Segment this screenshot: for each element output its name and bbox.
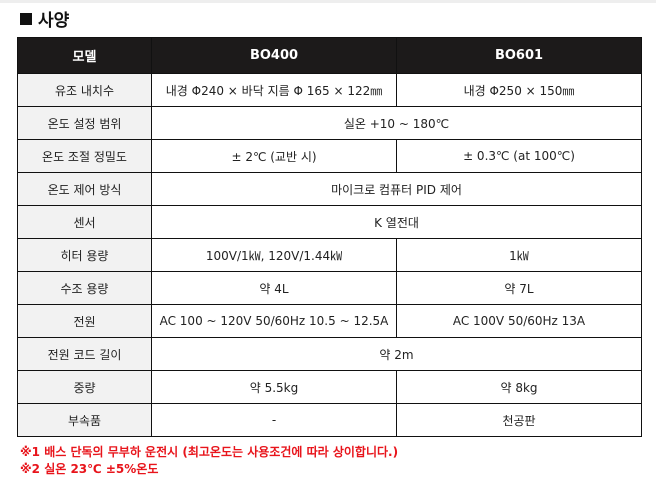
row-value: 약 5.5kg xyxy=(151,370,397,404)
table-row: 히터 용량 100V/1㎾, 120V/1.44㎾ 1㎾ xyxy=(17,238,642,272)
table-row: 센서 K 열전대 xyxy=(17,205,642,239)
row-value: 100V/1㎾, 120V/1.44㎾ xyxy=(151,238,397,272)
row-value: 약 7L xyxy=(396,271,642,305)
row-value: 약 8kg xyxy=(396,370,642,404)
footnotes: ※1 배스 단독의 무부하 운전시 (최고온도는 사용조건에 따라 상이합니다.… xyxy=(20,444,398,478)
row-value: 약 2m xyxy=(151,337,642,371)
footnote-1: ※1 배스 단독의 무부하 운전시 (최고온도는 사용조건에 따라 상이합니다.… xyxy=(20,445,399,459)
row-label: 전원 코드 길이 xyxy=(17,337,152,371)
row-label: 히터 용량 xyxy=(17,238,152,272)
row-value: 마이크로 컴퓨터 PID 제어 xyxy=(151,172,642,206)
table-row: 중량 약 5.5kg 약 8kg xyxy=(17,370,642,404)
row-label: 온도 제어 방식 xyxy=(17,172,152,206)
row-label: 중량 xyxy=(17,370,152,404)
table-row: 전원 AC 100 ~ 120V 50/60Hz 10.5 ~ 12.5A AC 1… xyxy=(17,304,642,338)
table-row: 유조 내치수 내경 Φ240 × 바닥 지름 Φ 165 × 122㎜ 내경 Φ25… xyxy=(17,73,642,107)
row-value: ± 0.3℃ (at 100℃) xyxy=(396,139,642,173)
row-label: 수조 용량 xyxy=(17,271,152,305)
section-title-text: 사양 xyxy=(38,11,70,31)
table-row: 전원 코드 길이 약 2m xyxy=(17,337,642,371)
row-value: 내경 Φ250 × 150㎜ xyxy=(396,73,642,107)
row-value: 실온 +10 ~ 180℃ xyxy=(151,106,642,140)
row-value: - xyxy=(151,403,397,437)
row-value: ± 2℃ (교반 시) xyxy=(151,139,397,173)
table-row: 온도 설정 범위 실온 +10 ~ 180℃ xyxy=(17,106,642,140)
footnote-2: ※2 실온 23℃ ±5%온도 xyxy=(20,462,159,476)
row-value: 천공판 xyxy=(396,403,642,437)
row-value: 약 4L xyxy=(151,271,397,305)
table-row: 온도 제어 방식 마이크로 컴퓨터 PID 제어 xyxy=(17,172,642,206)
spec-table: 모델 BO400 BO601 유조 내치수 내경 Φ240 × 바닥 지름 Φ 1… xyxy=(17,37,642,437)
row-value: AC 100 ~ 120V 50/60Hz 10.5 ~ 12.5A xyxy=(151,304,397,338)
header-bo601: BO601 xyxy=(396,37,642,74)
table-header-row: 모델 BO400 BO601 xyxy=(17,37,642,74)
row-value: 1㎾ xyxy=(396,238,642,272)
header-bo400: BO400 xyxy=(151,37,397,74)
section-title: 사양 xyxy=(20,6,69,31)
square-bullet-icon xyxy=(20,12,32,25)
header-model: 모델 xyxy=(17,37,152,74)
row-value: K 열전대 xyxy=(151,205,642,239)
row-label: 전원 xyxy=(17,304,152,338)
top-divider xyxy=(0,0,656,3)
row-value: AC 100V 50/60Hz 13A xyxy=(396,304,642,338)
row-label: 센서 xyxy=(17,205,152,239)
row-label: 온도 설정 범위 xyxy=(17,106,152,140)
row-label: 유조 내치수 xyxy=(17,73,152,107)
row-value: 내경 Φ240 × 바닥 지름 Φ 165 × 122㎜ xyxy=(151,73,397,107)
table-row: 수조 용량 약 4L 약 7L xyxy=(17,271,642,305)
row-label: 온도 조절 정밀도 xyxy=(17,139,152,173)
table-row: 온도 조절 정밀도 ± 2℃ (교반 시) ± 0.3℃ (at 100℃) xyxy=(17,139,642,173)
row-label: 부속품 xyxy=(17,403,152,437)
table-row: 부속품 - 천공판 xyxy=(17,403,642,437)
